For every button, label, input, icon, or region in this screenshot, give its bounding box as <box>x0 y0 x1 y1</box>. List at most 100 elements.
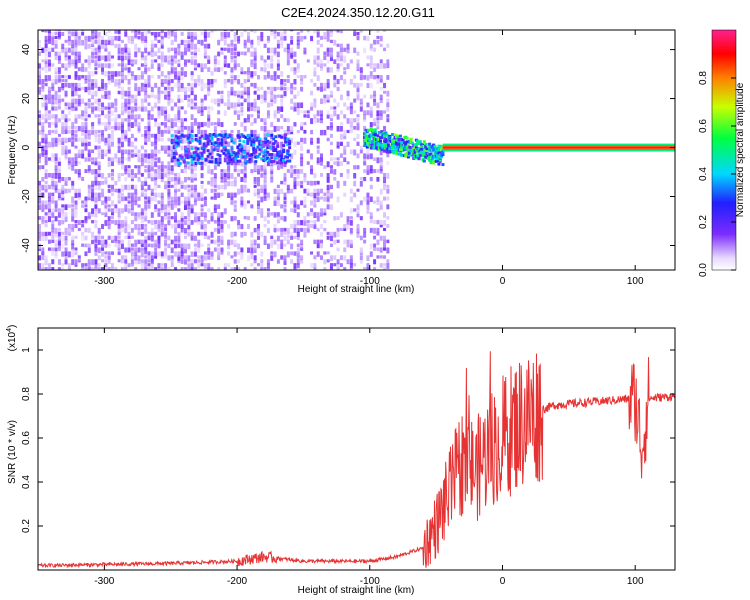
heatmap-cell <box>150 157 154 162</box>
heatmap-cell <box>266 243 270 250</box>
heatmap-cell <box>303 75 307 79</box>
heatmap-cell <box>71 63 75 67</box>
heatmap-cell <box>61 82 65 88</box>
heatmap-cell <box>260 31 264 37</box>
heatmap-cell <box>316 59 320 64</box>
heatmap-cell <box>130 98 134 104</box>
heatmap-cell <box>213 176 217 182</box>
heatmap-cell <box>369 47 373 52</box>
heatmap-cell <box>124 133 128 139</box>
heatmap-cell <box>107 78 111 85</box>
heatmap-cell <box>329 255 333 262</box>
heatmap-cell <box>280 145 284 150</box>
heatmap-cell <box>207 243 211 247</box>
heatmap-cell <box>313 114 317 119</box>
heatmap-cell <box>97 235 101 239</box>
heatmap-cell <box>97 267 101 270</box>
heatmap-cell <box>237 243 241 250</box>
heatmap-cell <box>164 239 168 246</box>
x-tick-label: -200 <box>227 576 247 587</box>
heatmap-cell <box>346 243 350 248</box>
heatmap-cell <box>286 75 290 79</box>
heatmap-cell <box>197 192 201 197</box>
heatmap-cell <box>180 82 184 89</box>
heatmap-cell <box>326 259 330 263</box>
heatmap-cell <box>326 94 330 101</box>
heatmap-cell <box>247 216 251 221</box>
heatmap-cell <box>57 51 61 56</box>
heatmap-cell <box>376 196 380 202</box>
heatmap-cell <box>180 212 184 218</box>
heatmap-cell <box>207 208 211 213</box>
heatmap-cell <box>94 31 98 38</box>
heatmap-cell <box>107 133 111 139</box>
heatmap-cell <box>137 259 141 265</box>
heatmap-cell <box>44 161 48 166</box>
heatmap-cell <box>144 133 148 139</box>
heatmap-cell <box>124 176 128 182</box>
heatmap-cell <box>154 145 158 150</box>
heatmap-cell <box>376 63 380 69</box>
heatmap-cell <box>256 155 260 159</box>
heatmap-cell <box>164 208 168 212</box>
heatmap-cell <box>134 30 138 33</box>
heatmap-cell <box>253 216 257 221</box>
heatmap-cell <box>164 212 168 217</box>
heatmap-cell <box>44 223 48 228</box>
heatmap-cell <box>283 231 287 235</box>
heatmap-cell <box>187 196 191 201</box>
heatmap-cell <box>187 94 191 98</box>
heatmap-cell <box>144 188 148 192</box>
heatmap-cell <box>174 184 178 190</box>
heatmap-cell <box>177 259 181 264</box>
heatmap-cell <box>253 98 257 105</box>
heatmap-cell <box>81 122 85 128</box>
heatmap-cell <box>147 235 151 241</box>
heatmap-cell <box>246 134 250 138</box>
heatmap-cell <box>183 216 187 220</box>
heatmap-cell <box>44 173 48 179</box>
heatmap-cell <box>213 129 217 135</box>
heatmap-cell <box>71 223 75 230</box>
heatmap-cell <box>410 141 414 145</box>
heatmap-cell <box>51 137 55 142</box>
heatmap-cell <box>286 159 290 163</box>
heatmap-cell <box>180 155 184 159</box>
heatmap-cell <box>97 31 101 37</box>
heatmap-cell <box>217 216 221 222</box>
heatmap-cell <box>323 208 327 214</box>
heatmap-cell <box>193 43 197 49</box>
heatmap-cell <box>193 243 197 247</box>
heatmap-cell <box>134 259 138 265</box>
heatmap-cell <box>379 59 383 64</box>
heatmap-cell <box>187 82 191 87</box>
heatmap-cell <box>183 39 187 44</box>
heatmap-cell <box>283 176 287 182</box>
heatmap-cell <box>343 102 347 107</box>
heatmap-cell <box>376 30 380 33</box>
heatmap-cell <box>38 227 41 234</box>
heatmap-cell <box>107 94 111 100</box>
heatmap-cell <box>238 159 242 163</box>
heatmap-cell <box>386 98 390 103</box>
heatmap-cell <box>256 165 260 171</box>
heatmap-cell <box>101 133 105 138</box>
heatmap-cell <box>237 35 241 41</box>
heatmap-cell <box>188 155 192 159</box>
heatmap-cell <box>164 227 168 232</box>
heatmap-cell <box>144 90 148 96</box>
heatmap-cell <box>127 55 131 62</box>
heatmap-cell <box>260 173 264 178</box>
heatmap-cell <box>386 153 390 158</box>
heatmap-cell <box>349 231 353 236</box>
heatmap-cell <box>216 143 220 147</box>
heatmap-cell <box>339 126 343 132</box>
heatmap-cell <box>101 259 105 263</box>
heatmap-cell <box>283 255 287 262</box>
heatmap-cell <box>54 141 58 147</box>
heatmap-cell <box>54 39 58 44</box>
heatmap-cell <box>130 247 134 251</box>
heatmap-cell <box>313 255 317 260</box>
heatmap-cell <box>198 139 202 143</box>
heatmap-cell <box>114 235 118 242</box>
